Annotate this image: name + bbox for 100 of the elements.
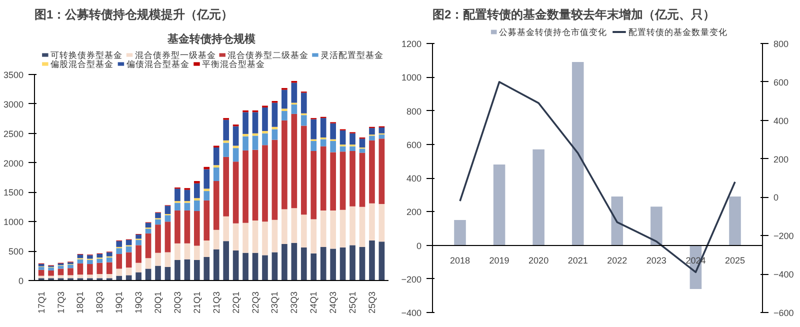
bar [369,136,375,140]
bar [242,136,248,150]
x-tick-label: 25Q1 [348,291,358,314]
bar [145,268,152,280]
bar [194,200,200,212]
bar [204,191,210,200]
x-tick-label: 24Q3 [328,291,338,314]
bar [77,254,84,258]
bar [136,234,142,239]
bar [282,244,288,280]
bar [350,133,356,145]
y-tick-label: 600 [406,140,422,150]
bar [38,266,44,270]
bar [126,252,132,268]
bar [184,210,190,244]
chart-title: 图2：配置转债的基金数量较去年末增加（亿元、只） [432,8,716,22]
bar [310,141,317,152]
bar [378,127,385,134]
bar [272,252,278,280]
y2-tick-label: 0 [774,192,779,203]
bar [242,252,248,280]
bar [272,129,278,140]
bar [106,252,112,256]
bar [213,249,220,280]
bar [369,203,375,240]
bar [184,202,190,210]
y-tick-label: 800 [406,106,422,116]
bar [320,210,326,247]
bar [155,252,161,266]
bar [359,148,366,153]
y2-tick-label: −600 [774,308,794,318]
bar [262,107,268,132]
bar [126,240,132,246]
bar [164,252,171,267]
bar [223,216,230,242]
bar [650,206,662,246]
x-tick-label: 2025 [724,255,746,266]
bar [194,211,200,246]
bar [330,123,336,140]
bar [184,190,190,202]
bar [262,222,268,256]
bar [320,246,326,280]
x-tick-label: 21Q1 [192,291,202,314]
bar [194,246,200,260]
bar [232,250,239,280]
bar [291,114,298,208]
chart-subtitle: 基金转债持仓规模 [166,32,256,46]
y2-tick-label: −200 [774,231,794,242]
bar [145,233,152,258]
chart-title: 图1：公募转债持仓规模提升（亿元） [34,8,234,22]
bar [310,151,317,220]
bar [136,245,142,263]
bar [291,82,298,103]
bar [320,139,326,146]
bar [145,228,152,234]
bar [454,220,466,246]
bar [729,196,741,246]
bar [194,260,200,280]
bar [300,115,307,126]
x-tick-label: 17Q1 [36,291,46,314]
bar [330,141,336,152]
bar [272,220,278,252]
bar [350,146,356,152]
y-tick-label: −400 [401,308,422,318]
bar [155,224,161,253]
y-tick-label: 200 [406,207,422,218]
bar [68,264,74,268]
bar [232,223,239,250]
bar [155,219,161,225]
bar [106,262,112,274]
bar [330,152,336,210]
bar [300,126,307,215]
bar [291,208,298,243]
y2-tick-label: 400 [774,116,789,126]
bar [282,209,288,244]
bar [252,112,258,134]
bar [282,110,288,120]
bar [155,212,161,218]
bar [136,262,142,272]
bar [155,266,161,280]
legend-label: 配置转债的基金数量变化 [628,27,728,37]
bar [116,254,122,269]
bar [223,241,230,280]
bar [174,260,180,280]
x-tick-label: 19Q3 [134,291,144,314]
bar [48,270,54,276]
bar [96,258,103,263]
bar [291,242,298,280]
bar [272,140,278,220]
bar [252,220,258,253]
bar [174,210,180,244]
bar [38,270,44,276]
bar [262,145,268,222]
bar [330,210,336,249]
bar [174,188,180,202]
bar [242,150,248,223]
bar [232,148,239,162]
bar [204,200,210,240]
x-tick-label: 20Q3 [172,291,182,314]
x-tick-label: 2023 [646,255,666,266]
